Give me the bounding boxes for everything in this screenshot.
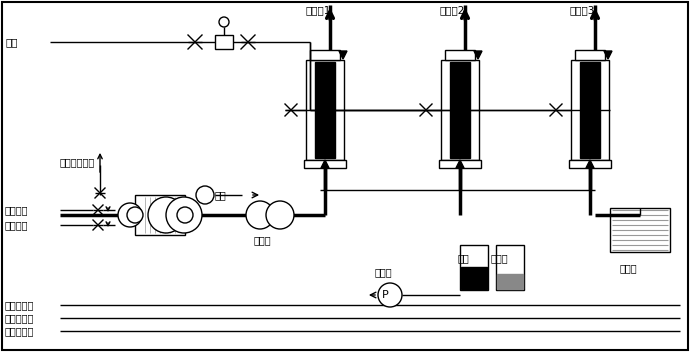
Text: 空气: 空气 xyxy=(215,190,227,200)
Polygon shape xyxy=(321,160,329,168)
Bar xyxy=(450,62,470,158)
Bar xyxy=(439,160,481,168)
Bar xyxy=(496,245,524,290)
Polygon shape xyxy=(586,160,594,168)
Text: 吸附器3: 吸附器3 xyxy=(570,5,595,15)
Text: P: P xyxy=(382,290,388,300)
Bar xyxy=(497,274,523,289)
Text: 低温尾气: 低温尾气 xyxy=(5,220,28,230)
Circle shape xyxy=(266,201,294,229)
Text: 蒸汽: 蒸汽 xyxy=(5,37,17,47)
Circle shape xyxy=(118,203,142,227)
Polygon shape xyxy=(604,51,612,59)
Circle shape xyxy=(177,207,193,223)
Bar xyxy=(461,267,487,289)
Polygon shape xyxy=(474,51,482,59)
Bar xyxy=(580,62,600,158)
Text: 储槽: 储槽 xyxy=(458,253,470,263)
Text: 事故尾气排放: 事故尾气排放 xyxy=(60,157,95,167)
Circle shape xyxy=(246,201,274,229)
Bar xyxy=(215,35,233,49)
Text: 排液泵: 排液泵 xyxy=(375,267,393,277)
Circle shape xyxy=(196,186,214,204)
Text: 溶剂回收液: 溶剂回收液 xyxy=(5,300,34,310)
Circle shape xyxy=(378,283,402,307)
Text: 冷却水回水: 冷却水回水 xyxy=(5,326,34,336)
Bar xyxy=(445,50,475,60)
Bar xyxy=(306,60,344,160)
Bar xyxy=(135,195,185,235)
Bar xyxy=(304,160,346,168)
Bar xyxy=(315,62,335,158)
Circle shape xyxy=(148,197,184,233)
Bar xyxy=(575,50,605,60)
Bar xyxy=(460,245,488,290)
Bar xyxy=(310,50,340,60)
Bar xyxy=(441,60,479,160)
Bar xyxy=(610,208,670,252)
Circle shape xyxy=(219,17,229,27)
Bar xyxy=(571,60,609,160)
Circle shape xyxy=(166,197,202,233)
Text: 冷凝器: 冷凝器 xyxy=(620,263,638,273)
Text: 吸附器2: 吸附器2 xyxy=(440,5,465,15)
Text: 高温尾气: 高温尾气 xyxy=(5,205,28,215)
Text: 吸附器1: 吸附器1 xyxy=(305,5,331,15)
Text: 分层槽: 分层槽 xyxy=(491,253,509,263)
Circle shape xyxy=(127,207,143,223)
Text: 冷却器: 冷却器 xyxy=(254,235,272,245)
Text: 冷却水上水: 冷却水上水 xyxy=(5,313,34,323)
Polygon shape xyxy=(339,51,347,59)
Bar xyxy=(569,160,611,168)
Polygon shape xyxy=(456,160,464,168)
